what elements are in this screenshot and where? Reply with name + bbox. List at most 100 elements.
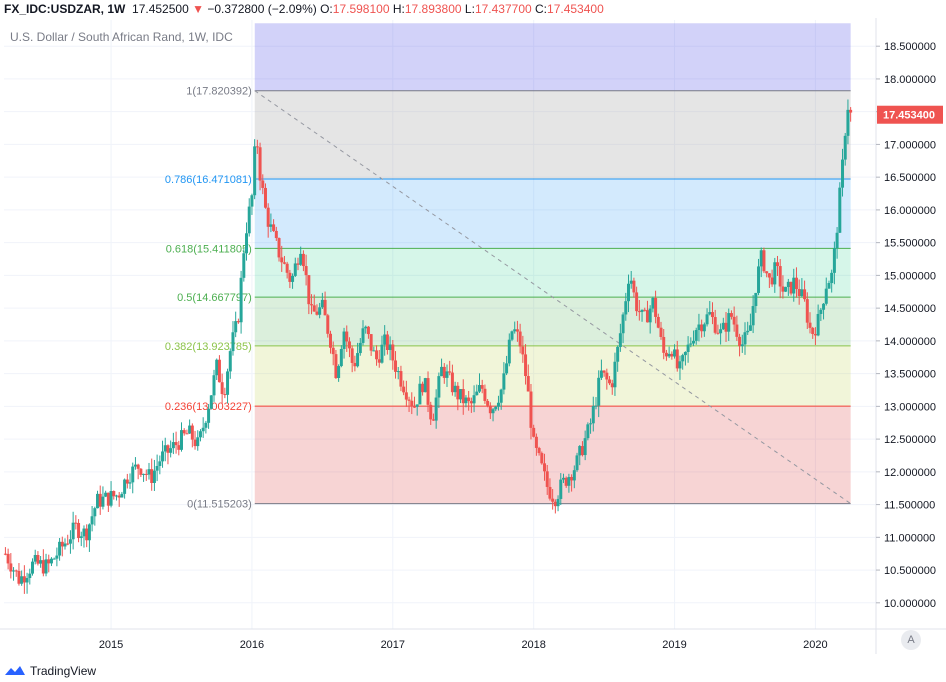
candle-body[interactable] [743,332,747,345]
candle-body[interactable] [28,573,32,579]
candle-body[interactable] [773,262,777,285]
candle-body[interactable] [786,281,790,288]
candle-body[interactable] [198,431,202,438]
candle-body[interactable] [266,207,270,227]
candle-body[interactable] [63,543,67,547]
candle-body[interactable] [71,522,75,540]
candle-body[interactable] [117,495,121,498]
candle-body[interactable] [182,430,186,434]
candle-body[interactable] [580,446,584,456]
candle-body[interactable] [431,419,435,421]
candle-body[interactable] [369,334,373,351]
candle-body[interactable] [475,391,479,396]
candle-body[interactable] [608,379,612,384]
candle-body[interactable] [9,563,13,572]
candle-body[interactable] [570,476,574,481]
candle-body[interactable] [396,371,400,373]
candle-body[interactable] [529,391,533,428]
candle-body[interactable] [651,297,655,309]
candle-body[interactable] [732,316,736,325]
candle-body[interactable] [461,389,465,404]
candle-body[interactable] [740,344,744,347]
candle-body[interactable] [534,436,538,448]
candle-body[interactable] [380,344,384,363]
candle-body[interactable] [131,466,135,483]
candle-body[interactable] [648,308,652,323]
candle-body[interactable] [136,464,140,469]
candle-body[interactable] [464,397,468,404]
candle-body[interactable] [169,448,173,453]
candle-body[interactable] [277,238,281,258]
candle-body[interactable] [710,312,714,318]
candle-body[interactable] [664,352,668,357]
candle-body[interactable] [450,372,454,393]
candle-body[interactable] [678,361,682,369]
candle-body[interactable] [849,109,853,113]
candle-body[interactable] [255,146,259,148]
candle-body[interactable] [185,433,189,435]
candle-body[interactable] [556,498,560,507]
candle-body[interactable] [33,554,37,562]
candle-body[interactable] [356,353,360,367]
candle-body[interactable] [82,528,86,537]
candle-body[interactable] [150,469,154,483]
candle-body[interactable] [247,206,251,234]
candle-body[interactable] [426,378,430,405]
candle-body[interactable] [36,554,40,564]
candle-body[interactable] [784,287,788,292]
candle-body[interactable] [166,445,170,453]
candle-body[interactable] [453,385,457,393]
candle-body[interactable] [142,473,146,475]
candle-body[interactable] [174,442,178,446]
candle-body[interactable] [133,464,137,467]
candle-body[interactable] [543,463,547,472]
candle-body[interactable] [643,309,647,311]
candle-body[interactable] [713,317,717,333]
candle-body[interactable] [491,409,495,414]
candle-body[interactable] [6,553,10,564]
candle-body[interactable] [775,262,779,267]
candle-body[interactable] [120,493,124,498]
candle-body[interactable] [675,349,679,369]
candle-body[interactable] [272,224,276,231]
candle-body[interactable] [662,336,666,353]
candle-body[interactable] [748,325,752,331]
candle-body[interactable] [288,272,292,282]
candle-body[interactable] [342,331,346,349]
candle-body[interactable] [759,250,763,267]
candle-body[interactable] [616,346,620,362]
candle-body[interactable] [106,492,110,506]
candle-body[interactable] [12,570,16,572]
candle-body[interactable] [767,273,771,278]
candle-body[interactable] [429,404,433,420]
candle-body[interactable] [626,283,630,302]
candle-body[interactable] [751,306,755,326]
candle-body[interactable] [708,312,712,315]
candle-body[interactable] [480,385,484,389]
candle-body[interactable] [204,422,208,428]
candle-body[interactable] [101,496,105,507]
candle-body[interactable] [719,329,723,334]
candle-body[interactable] [282,262,286,264]
candle-body[interactable] [832,248,836,273]
candle-body[interactable] [686,344,690,352]
candle-body[interactable] [68,539,72,544]
candle-body[interactable] [602,370,606,373]
candle-body[interactable] [618,333,622,347]
candle-body[interactable] [613,361,617,388]
candle-body[interactable] [234,321,238,333]
candle-body[interactable] [632,280,636,293]
candle-body[interactable] [486,400,490,406]
candle-body[interactable] [372,350,376,352]
candle-body[interactable] [599,370,603,378]
candle-body[interactable] [697,324,701,331]
candle-body[interactable] [155,465,159,471]
candle-body[interactable] [716,332,720,334]
candle-body[interactable] [418,383,422,405]
candle-body[interactable] [231,332,235,352]
candle-body[interactable] [819,309,823,314]
candle-body[interactable] [645,310,649,323]
candle-body[interactable] [762,250,766,272]
candle-body[interactable] [415,404,419,407]
candle-body[interactable] [364,326,368,329]
